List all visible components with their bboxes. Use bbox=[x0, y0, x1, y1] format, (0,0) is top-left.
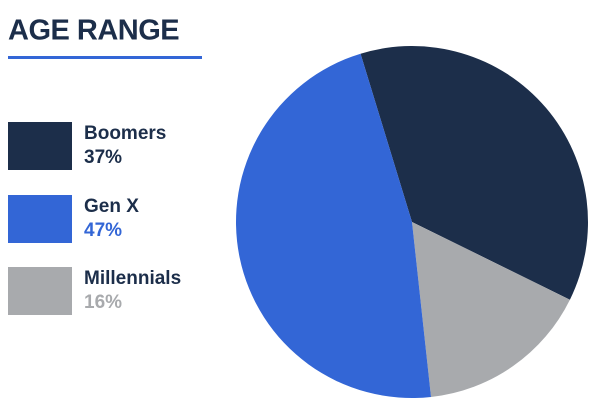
legend-swatch bbox=[8, 267, 72, 315]
chart-title: AGE RANGE bbox=[8, 15, 179, 47]
pie-slice bbox=[412, 222, 570, 397]
legend-value: 16% bbox=[84, 292, 122, 313]
legend-swatch bbox=[8, 122, 72, 170]
legend-label: Gen X bbox=[84, 196, 139, 217]
legend-label: Boomers bbox=[84, 123, 166, 144]
legend-swatch bbox=[8, 195, 72, 243]
pie-slice bbox=[236, 53, 432, 398]
pie-slice bbox=[360, 46, 588, 300]
title-underline bbox=[8, 56, 202, 59]
legend-label: Millennials bbox=[84, 268, 181, 289]
legend-value: 47% bbox=[84, 220, 122, 241]
legend-value: 37% bbox=[84, 147, 122, 168]
